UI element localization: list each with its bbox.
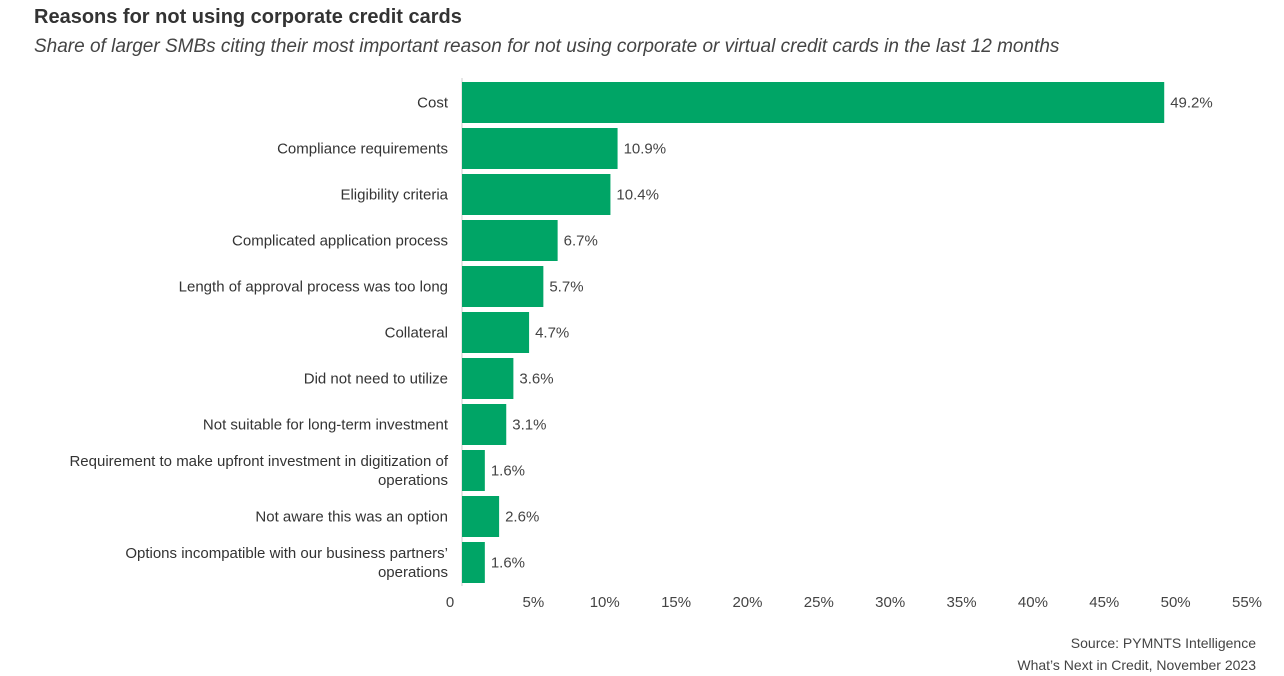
data-label: 6.7%: [564, 233, 598, 250]
data-label: 1.6%: [491, 463, 525, 480]
data-label: 3.1%: [512, 417, 546, 434]
category-label: Not suitable for long-term investment: [203, 417, 449, 434]
x-tick-label: 30%: [875, 594, 905, 611]
category-label: Complicated application process: [232, 233, 448, 250]
data-label: 2.6%: [505, 509, 539, 526]
x-tick-label: 5%: [523, 594, 545, 611]
x-tick-label: 40%: [1018, 594, 1048, 611]
x-tick-label: 50%: [1161, 594, 1191, 611]
bar: [462, 312, 530, 353]
data-label: 49.2%: [1170, 95, 1213, 112]
category-label: Not aware this was an option: [255, 509, 448, 526]
category-label: Length of approval process was too long: [179, 279, 448, 296]
data-label: 1.6%: [491, 555, 525, 572]
x-tick-label: 55%: [1232, 594, 1262, 611]
data-label: 10.9%: [624, 141, 667, 158]
chart-title: Reasons for not using corporate credit c…: [34, 6, 462, 28]
category-label: Eligibility criteria: [340, 187, 448, 204]
category-label: Options incompatible with our business p…: [125, 545, 448, 562]
x-tick-label: 20%: [732, 594, 762, 611]
category-label: operations: [378, 564, 448, 581]
x-tick-label: 10%: [590, 594, 620, 611]
category-label: Did not need to utilize: [304, 371, 448, 388]
bar: [462, 542, 485, 583]
category-label: operations: [378, 472, 448, 489]
bar: [462, 220, 558, 261]
data-label: 5.7%: [549, 279, 583, 296]
category-label: Collateral: [385, 325, 448, 342]
bar: [462, 266, 544, 307]
x-tick-label: 0: [446, 594, 454, 611]
source-line: Source: PYMNTS Intelligence: [1070, 635, 1256, 651]
x-tick-label: 15%: [661, 594, 691, 611]
publication-line: What’s Next in Credit, November 2023: [1017, 657, 1256, 673]
x-tick-label: 25%: [804, 594, 834, 611]
category-label: Cost: [417, 95, 449, 112]
data-label: 10.4%: [616, 187, 659, 204]
source-note: Source: PYMNTS Intelligence What’s Next …: [1017, 632, 1256, 676]
bar: [462, 174, 611, 215]
x-tick-label: 35%: [947, 594, 977, 611]
category-label: Requirement to make upfront investment i…: [69, 453, 448, 470]
bar: [462, 496, 500, 537]
category-label: Compliance requirements: [277, 141, 448, 158]
bar: [462, 82, 1165, 123]
chart-subtitle: Share of larger SMBs citing their most i…: [34, 36, 1060, 57]
data-label: 3.6%: [519, 371, 553, 388]
data-label: 4.7%: [535, 325, 569, 342]
x-tick-label: 45%: [1089, 594, 1119, 611]
bar: [462, 128, 618, 169]
bar: [462, 358, 514, 399]
bar: [462, 404, 507, 445]
bar: [462, 450, 485, 491]
